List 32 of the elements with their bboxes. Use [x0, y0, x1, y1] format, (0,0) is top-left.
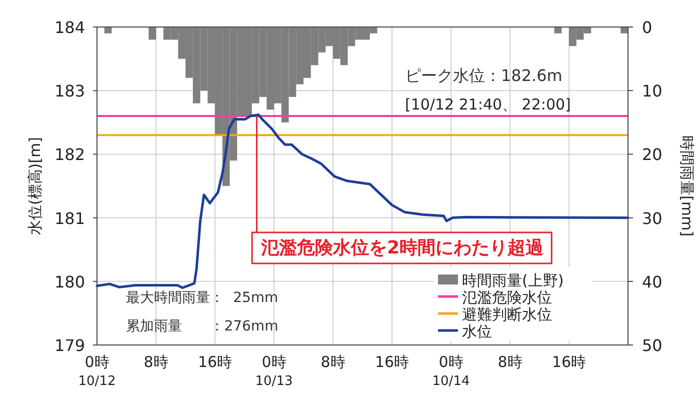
annotation: 累加雨量 ：276mm — [126, 318, 278, 335]
y-tick-label: 181 — [54, 208, 85, 228]
x-tick-label: 0時 10/12 — [78, 353, 116, 389]
annotation: ピーク水位：182.6m — [404, 66, 562, 86]
x-tick-label: 16時 — [198, 353, 232, 371]
y-tick-label: 179 — [54, 336, 85, 355]
y2-tick-label: 0 — [642, 18, 652, 37]
x-tick-label: 8時 — [320, 353, 346, 371]
y2-tick-label: 20 — [642, 145, 662, 164]
legend-label: 水位 — [462, 322, 492, 340]
y2-axis-title: 時間雨量[mm] — [678, 136, 696, 236]
legend-label: 氾濫危険水位 — [462, 288, 552, 306]
x-tick-label: 16時 — [552, 353, 586, 371]
x-tick-label: 8時 — [144, 353, 168, 371]
y2-tick-label: 30 — [642, 208, 662, 228]
legend-label: 避難判断水位 — [462, 306, 552, 324]
annotation: [10/12 21:40、 22:00] — [404, 96, 571, 114]
y-tick-label: 180 — [54, 272, 85, 292]
y2-tick-label: 40 — [642, 272, 662, 292]
y-axis-title: 水位(標高)[m] — [26, 136, 44, 236]
x-tick-label: 8時 — [498, 353, 522, 371]
x-tick-label: 0時 10/14 — [432, 353, 470, 389]
legend-label: 時間雨量(上野) — [462, 272, 564, 290]
x-tick-label: 16時 — [374, 353, 410, 371]
y-tick-label: 183 — [54, 82, 85, 101]
y-tick-label: 182 — [54, 145, 85, 164]
y2-tick-label: 50 — [642, 336, 662, 355]
y2-tick-label: 10 — [642, 82, 662, 101]
x-tick-label: 0時 10/13 — [255, 353, 293, 389]
annotation: 氾濫危険水位を2時間にわたり超過 — [260, 237, 544, 258]
y-tick-label: 184 — [54, 18, 85, 37]
annotation: 最大時間雨量： 25mm — [126, 290, 278, 306]
